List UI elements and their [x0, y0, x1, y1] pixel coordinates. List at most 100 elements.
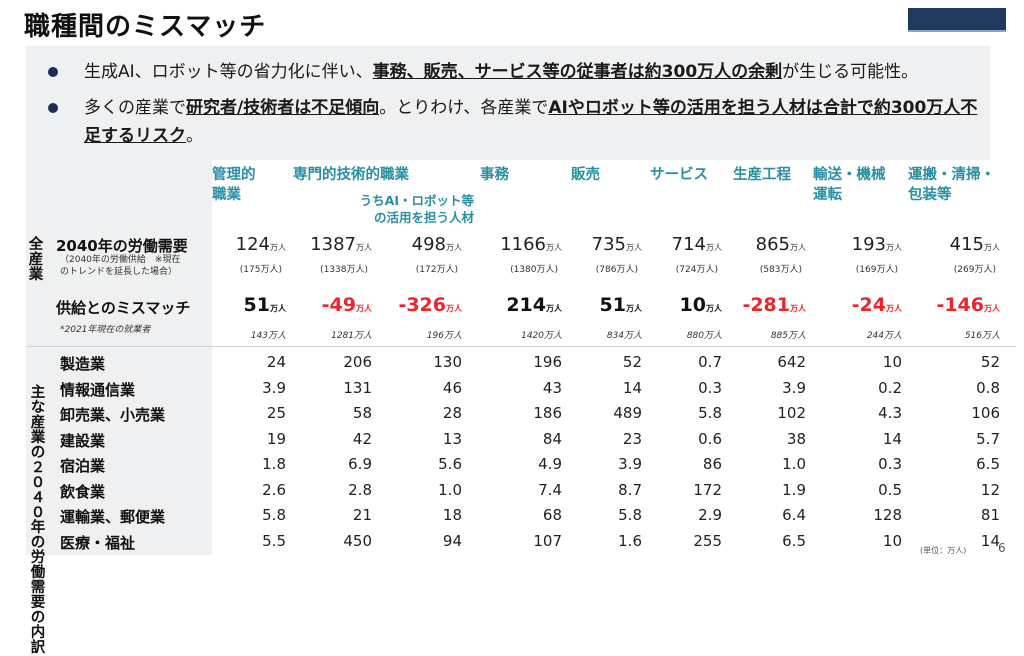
industry-cell: 5.7 — [976, 429, 1000, 448]
employed-value: 516万人 — [964, 331, 1000, 341]
industry-name: 卸売業、小売業 — [60, 406, 166, 424]
mismatch-value: 51 万人 — [542, 294, 642, 316]
summary-box: 生成AI、ロボット等の省力化に伴い、事務、販売、サービス等の従事者は約300万人… — [26, 46, 990, 160]
industry-cell: 642 — [777, 353, 806, 371]
demand-value: 865万人 — [706, 234, 806, 255]
industry-cell: 52 — [980, 353, 1000, 371]
industry-cell: 128 — [873, 506, 902, 524]
industry-cell: 14 — [622, 378, 642, 397]
industry-cell: 0.3 — [878, 455, 902, 473]
demand-number: 498 — [411, 234, 446, 255]
demand-value: 1387万人 — [272, 234, 372, 255]
industry-cell: 0.2 — [878, 378, 902, 397]
industry-cell: 489 — [613, 404, 642, 422]
mismatch-value: -146万人 — [900, 294, 1000, 316]
employed-value: 196万人 — [426, 331, 462, 341]
page-number: 6 — [998, 541, 1006, 555]
industry-cell: 2.9 — [698, 506, 722, 524]
demand-value: 193万人 — [802, 234, 902, 255]
employed-value: 143万人 — [250, 331, 286, 341]
mismatch-value: -49万人 — [272, 294, 372, 316]
bullet-emphasis: 研究者/技術者は不足傾向 — [186, 98, 380, 118]
industry-cell: 255 — [693, 531, 722, 550]
page-title: 職種間のミスマッチ — [24, 12, 267, 42]
supply-value: (1380万人) — [510, 265, 558, 275]
industry-cell: 43 — [542, 378, 562, 397]
industry-cell: 196 — [533, 353, 562, 371]
supply-value: (1338万人) — [320, 265, 368, 275]
demand-label: 2040年の労働需要 — [56, 237, 188, 255]
bullet-segment: 。とりわけ、各産業で — [379, 98, 549, 118]
industry-cell: 2.8 — [348, 480, 372, 499]
industry-cell: 19 — [266, 429, 286, 448]
bullet-text: 多くの産業で研究者/技術者は不足傾向。とりわけ、各産業でAIやロボット等の活用を… — [84, 94, 994, 150]
col-header-production: 生産工程 — [733, 167, 791, 183]
bullet-segment: 。 — [186, 126, 203, 146]
title-accent-bar — [908, 8, 1006, 30]
industry-cell: 5.8 — [698, 404, 722, 422]
industry-cell: 3.9 — [782, 378, 806, 397]
demand-number: 193 — [851, 234, 886, 255]
industry-cell: 1.0 — [782, 455, 806, 473]
col-header-service: サービス — [650, 167, 708, 183]
col-header-management: 管理的 職業 — [212, 167, 256, 203]
all-industries-label: 全産業 — [28, 237, 44, 283]
row-label-panel — [26, 160, 212, 555]
demand-number: 865 — [755, 234, 790, 255]
unit-label: 万人 — [886, 243, 902, 252]
unit-label: 万人 — [706, 304, 722, 313]
demand-number: 415 — [949, 234, 984, 255]
unit-label: 万人 — [356, 304, 372, 313]
supply-value: (583万人) — [759, 265, 802, 275]
supply-value: (786万人) — [595, 265, 638, 275]
bullet-segment: 多くの産業で — [84, 98, 186, 118]
bullet-emphasis: AIやロボット等の活用を担う人材は合計で約300万人不足するリスク — [84, 98, 978, 146]
industry-cell: 4.9 — [538, 455, 562, 473]
employed-value: 880万人 — [686, 331, 722, 341]
unit-label: 万人 — [790, 243, 806, 252]
demand-number: 124 — [235, 234, 270, 255]
employed-value: 885万人 — [770, 331, 806, 341]
bullet-dot-icon — [48, 67, 58, 77]
industry-cell: 21 — [352, 506, 372, 524]
industry-cell: 5.5 — [262, 531, 286, 550]
industry-cell: 0.6 — [698, 429, 722, 448]
industry-cell: 52 — [622, 353, 642, 371]
industry-name: 宿泊業 — [60, 457, 106, 475]
industry-name: 医療・福祉 — [60, 533, 136, 552]
industry-cell: 5.6 — [438, 455, 462, 473]
mismatch-number: 51 — [599, 294, 626, 316]
mismatch-number: -326 — [398, 294, 446, 316]
demand-value: 735万人 — [542, 234, 642, 255]
industry-cell: 58 — [352, 404, 372, 422]
industry-cell: 46 — [442, 378, 462, 397]
col-header-transport: 輸送・機械 運転 — [813, 167, 886, 203]
industry-cell: 3.9 — [262, 378, 286, 397]
unit-label: 万人 — [446, 304, 462, 313]
demand-note: （2040年の労働供給 ※現在 のトレンドを延長した場合） — [60, 255, 181, 277]
col-header-cleaning: 運搬・清掃・ 包装等 — [908, 167, 995, 203]
employed-value: 1281万人 — [331, 331, 372, 341]
bullet-segment: が生じる可能性。 — [782, 62, 919, 82]
industry-cell: 25 — [266, 404, 286, 422]
industry-cell: 84 — [542, 429, 562, 448]
industry-cell: 450 — [343, 531, 372, 550]
supply-value: (172万人) — [415, 265, 458, 275]
unit-label: 万人 — [546, 304, 562, 313]
industry-cell: 206 — [343, 353, 372, 371]
industry-cell: 18 — [442, 506, 462, 524]
industry-cell: 13 — [442, 429, 462, 448]
industry-cell: 23 — [622, 429, 642, 448]
col-header-professional: 専門的技術的職業 — [293, 167, 409, 183]
demand-value: 1166万人 — [462, 234, 562, 255]
mismatch-label: 供給とのミスマッチ — [56, 299, 191, 317]
industry-cell: 1.9 — [782, 480, 806, 499]
mismatch-value: 51万人 — [186, 294, 286, 316]
industry-cell: 107 — [533, 531, 562, 550]
mismatch-value: 214万人 — [462, 294, 562, 316]
employed-note: *2021年現在の就業者 — [60, 325, 151, 335]
industry-cell: 81 — [980, 506, 1000, 524]
industry-cell: 6.5 — [782, 531, 806, 550]
unit-label: 万人 — [706, 243, 722, 252]
